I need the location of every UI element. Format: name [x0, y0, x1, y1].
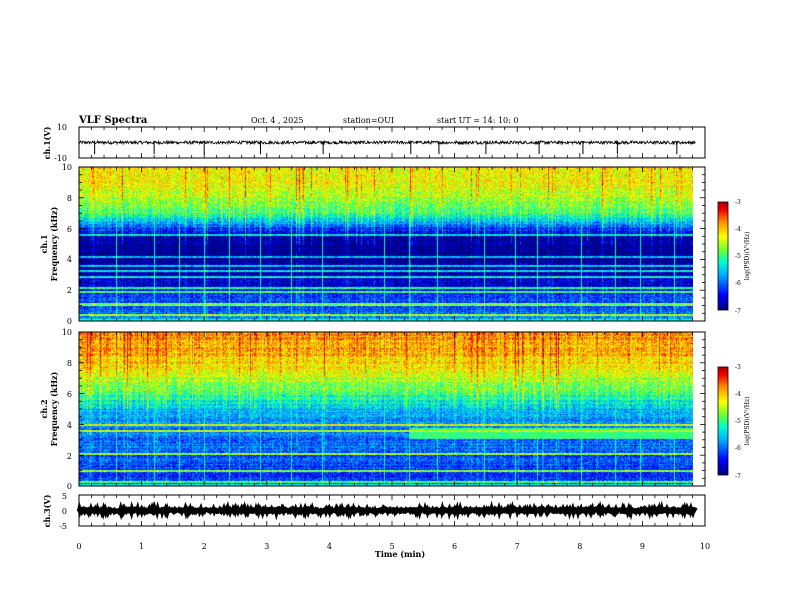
ch2-cb-tick-m7: -7 — [735, 473, 741, 480]
ch2-spectrogram-panel: 10 8 6 4 2 0 ch.2 Frequency (kHz) -3 -4 … — [39, 328, 751, 491]
ch1-cb-tick-m7: -7 — [735, 308, 741, 315]
x-tick-label-8: 8 — [577, 542, 582, 551]
ch3-trace — [76, 500, 698, 521]
ch2-ytick-10: 10 — [62, 328, 72, 337]
ch2-spec-ytick-labels: 10 8 6 4 2 0 — [62, 328, 72, 491]
ch3-ylabel: ch.3(V) — [42, 494, 52, 527]
ch1-spec-ytick-labels: 10 8 6 4 2 0 — [62, 163, 72, 326]
ch1-cb-tick-m3: -3 — [735, 199, 741, 206]
ch2-spec-ylabel-line1: ch.2 — [39, 399, 49, 418]
x-tick-label-1: 1 — [139, 542, 144, 551]
ch2-spec-ylabel-line2: Frequency (kHz) — [49, 371, 59, 446]
ch1-spec-ticks — [78, 166, 706, 322]
ch1-spec-ylabel-line2: Frequency (kHz) — [49, 206, 59, 281]
ch3-ytick-5: 5 — [62, 492, 67, 501]
ch2-spectrogram-heatmap — [79, 332, 693, 486]
ch1-colorbar-label: log(PSD)(V²/Hz) — [744, 232, 751, 281]
x-axis-title: Time (min) — [375, 549, 425, 559]
ch3-waveform-panel: 5 0 -5 ch.3(V) — [42, 492, 706, 531]
waveform-line — [78, 139, 696, 146]
x-tick-label-3: 3 — [264, 542, 269, 551]
ch1-cb-tick-m5: -5 — [735, 253, 741, 260]
ch2-ytick-4: 4 — [67, 421, 72, 430]
ch1-ytick-top: 10 — [57, 123, 67, 132]
ch1-colorbar: -3 -4 -5 -6 -7 log(PSD)(V²/Hz) — [717, 199, 751, 315]
x-tick-label-4: 4 — [327, 542, 332, 551]
waveform-line — [76, 500, 698, 521]
ch1-colorbar-gradient — [717, 201, 729, 311]
ch3-ytick-0: 0 — [62, 507, 67, 516]
ch2-cb-tick-m5: -5 — [735, 418, 741, 425]
ch1-ytick-6: 6 — [67, 225, 72, 234]
ch1-waveform-panel: 10 -10 ch.1(V) — [42, 123, 706, 163]
ch1-ytick-2: 2 — [67, 286, 72, 295]
x-tick-label-2: 2 — [202, 542, 207, 551]
ch3-ytick-m5: -5 — [59, 522, 67, 531]
ch1-ytick-8: 8 — [67, 194, 72, 203]
ch2-ytick-0: 0 — [67, 482, 72, 491]
date-label: Oct. 4 , 2025 — [251, 116, 303, 125]
x-tick-label-9: 9 — [640, 542, 645, 551]
ch1-ytick-0: 0 — [67, 317, 72, 326]
start-time-label: start UT = 14: 10: 0 — [437, 116, 518, 125]
ch1-spec-ylabel-line1: ch.1 — [39, 234, 49, 253]
ch2-colorbar: -3 -4 -5 -6 -7 log(PSD)(V²/Hz) — [717, 364, 751, 480]
x-tick-label-6: 6 — [452, 542, 457, 551]
x-tick-label-5: 5 — [389, 542, 394, 551]
ch2-ytick-2: 2 — [67, 452, 72, 461]
ch2-cb-tick-m6: -6 — [735, 445, 741, 452]
ch2-ytick-8: 8 — [67, 359, 72, 368]
ch2-colorbar-gradient — [717, 366, 729, 476]
ch1-spectrogram-heatmap — [79, 167, 693, 321]
ch2-colorbar-label: log(PSD)(V²/Hz) — [744, 397, 751, 446]
ch1-ylabel: ch.1(V) — [42, 126, 52, 159]
ch2-cb-tick-m3: -3 — [735, 364, 741, 371]
ch1-ytick-4: 4 — [67, 255, 72, 264]
ch2-spec-ticks — [78, 331, 706, 487]
ch1-xticks — [78, 127, 706, 158]
ch1-cb-tick-m4: -4 — [735, 226, 741, 233]
station-label: station=OUI — [343, 116, 394, 125]
ch2-ytick-6: 6 — [67, 390, 72, 399]
ch1-spectrogram-panel: 10 8 6 4 2 0 ch.1 Frequency (kHz) -3 -4 … — [39, 163, 751, 326]
x-tick-label-0: 0 — [76, 542, 81, 551]
ch1-trace — [78, 139, 696, 155]
ch1-cb-tick-m6: -6 — [735, 280, 741, 287]
x-tick-label-10: 10 — [700, 542, 710, 551]
x-tick-label-7: 7 — [515, 542, 520, 551]
x-axis-tick-labels: 0 1 2 3 4 5 6 7 8 9 10 — [76, 542, 710, 551]
figure-title: VLF Spectra — [78, 115, 148, 126]
ch2-cb-tick-m4: -4 — [735, 391, 741, 398]
ch3-xticks — [78, 495, 706, 526]
ch1-ytick-bottom: -10 — [54, 154, 67, 163]
ch1-ytick-10: 10 — [62, 163, 72, 172]
